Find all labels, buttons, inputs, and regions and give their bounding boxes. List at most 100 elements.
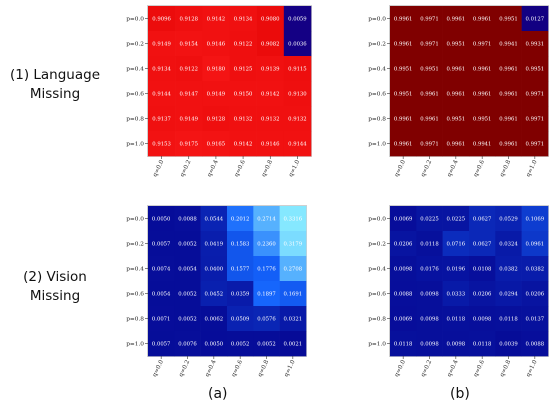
heatmap-cell — [442, 206, 470, 232]
heatmap-cell — [390, 256, 417, 282]
cell-value-label: 0.0039 — [499, 342, 518, 348]
heatmap-cell — [390, 81, 417, 107]
x-tick-label: q=0.6 — [473, 159, 486, 178]
cell-value-label: 0.9137 — [152, 117, 171, 123]
heatmap-cell — [227, 231, 254, 257]
cell-value-label: 0.9144 — [152, 92, 171, 98]
heatmap-cell — [442, 231, 470, 257]
heatmap-cell — [469, 206, 496, 232]
heatmap-cell — [283, 6, 312, 32]
heatmap-cell — [148, 331, 175, 357]
cell-value-label: 0.9951 — [526, 67, 545, 73]
heatmap-frame — [147, 5, 312, 157]
heatmap-cell — [442, 6, 470, 32]
cell-value-label: 0.0294 — [499, 292, 518, 298]
cell-value-label: 0.9134 — [234, 17, 253, 23]
y-tick-label: p=0.8 — [368, 117, 386, 123]
heatmap-cell — [521, 256, 549, 282]
cell-value-label: 0.9128 — [207, 117, 226, 123]
heatmap-cell — [148, 31, 176, 57]
cell-value-label: 0.9122 — [234, 42, 253, 48]
heatmap-cell — [202, 6, 230, 32]
cell-value-label: 0.0108 — [473, 267, 492, 273]
heatmap-cell — [256, 106, 285, 132]
heatmap-cell — [202, 106, 230, 132]
x-tick-label: q=0.6 — [473, 359, 486, 378]
cell-value-label: 0.9961 — [447, 67, 466, 73]
heatmap-cell — [469, 256, 496, 282]
cell-value-label: 0.0098 — [420, 292, 439, 298]
cell-value-label: 0.0069 — [394, 217, 413, 223]
heatmap-cell — [469, 131, 496, 157]
x-tick-label: q=0.0 — [152, 159, 165, 178]
heatmap-cell — [469, 306, 496, 332]
cell-value-label: 0.2360 — [257, 242, 276, 248]
cell-value-label: 0.9180 — [207, 67, 226, 73]
heatmap-cell — [175, 106, 203, 132]
cell-value-label: 0.9971 — [526, 142, 545, 148]
heatmap-cell — [416, 256, 443, 282]
x-tick-label: q=0.8 — [499, 359, 512, 378]
heatmap-cell — [495, 56, 522, 82]
heatmap-cell — [495, 81, 522, 107]
cell-value-label: 0.9961 — [473, 17, 492, 23]
heatmap-cell — [390, 231, 417, 257]
heatmap-cell — [200, 306, 228, 332]
heatmap-cell — [416, 231, 443, 257]
heatmap-cell — [174, 231, 201, 257]
heatmap-cell — [174, 281, 201, 307]
heatmap-cell — [148, 131, 176, 157]
heatmap-cell — [227, 256, 254, 282]
cell-value-label: 0.9951 — [473, 117, 492, 123]
heatmap-cell — [416, 281, 443, 307]
y-tick-label: p=0.6 — [126, 292, 144, 298]
heatmap-cell — [521, 281, 549, 307]
heatmap-cell — [229, 81, 257, 107]
heatmap-cell — [148, 106, 176, 132]
heatmap-cell — [521, 331, 549, 357]
cell-value-label: 0.0057 — [152, 342, 171, 348]
heatmap-cell — [495, 31, 522, 57]
y-tick-label: p=0.6 — [126, 92, 144, 98]
cell-value-label: 0.0382 — [526, 267, 545, 273]
heatmap-cell — [390, 106, 417, 132]
cell-value-label: 0.9961 — [420, 117, 439, 123]
x-tick-label: q=0.8 — [499, 159, 512, 178]
cell-value-label: 0.0419 — [205, 242, 224, 248]
cell-value-label: 0.0324 — [499, 242, 518, 248]
x-tick-label: q=0.8 — [261, 159, 274, 178]
heatmap-cell — [174, 206, 201, 232]
y-tick-label: p=0.0 — [126, 217, 144, 223]
heatmap-cell — [279, 231, 307, 257]
cell-value-label: 0.0206 — [394, 242, 413, 248]
cell-value-label: 0.9971 — [420, 17, 439, 23]
heatmap-cell — [495, 306, 522, 332]
cell-value-label: 0.0333 — [447, 292, 466, 298]
y-tick-label: p=1.0 — [126, 342, 144, 348]
heatmap-cell — [521, 81, 549, 107]
cell-value-label: 0.3179 — [284, 242, 303, 248]
cell-value-label: 0.0074 — [152, 267, 171, 273]
cell-value-label: 0.0076 — [178, 342, 197, 348]
cell-value-label: 0.0225 — [420, 217, 439, 223]
heatmap-cell — [521, 56, 549, 82]
cell-value-label: 0.0118 — [473, 342, 492, 348]
cell-value-label: 0.9961 — [394, 42, 413, 48]
x-tick-label: q=0.6 — [231, 359, 244, 378]
heatmap-cell — [175, 31, 203, 57]
cell-value-label: 0.9132 — [288, 117, 307, 123]
cell-value-label: 0.9134 — [152, 67, 171, 73]
cell-value-label: 0.9951 — [447, 42, 466, 48]
cell-value-label: 0.9961 — [473, 92, 492, 98]
heatmap-cell — [256, 81, 285, 107]
cell-value-label: 0.0036 — [288, 42, 307, 48]
heatmap-cell — [390, 306, 417, 332]
x-tick-label: q=0.4 — [207, 159, 220, 178]
heatmap-cell — [416, 31, 443, 57]
heatmap-cell — [279, 331, 307, 357]
heatmap-cell — [148, 81, 176, 107]
cell-value-label: 0.0098 — [473, 317, 492, 323]
cell-value-label: 0.0118 — [447, 317, 466, 323]
heatmap-cell — [229, 131, 257, 157]
heatmap-cell — [521, 306, 549, 332]
